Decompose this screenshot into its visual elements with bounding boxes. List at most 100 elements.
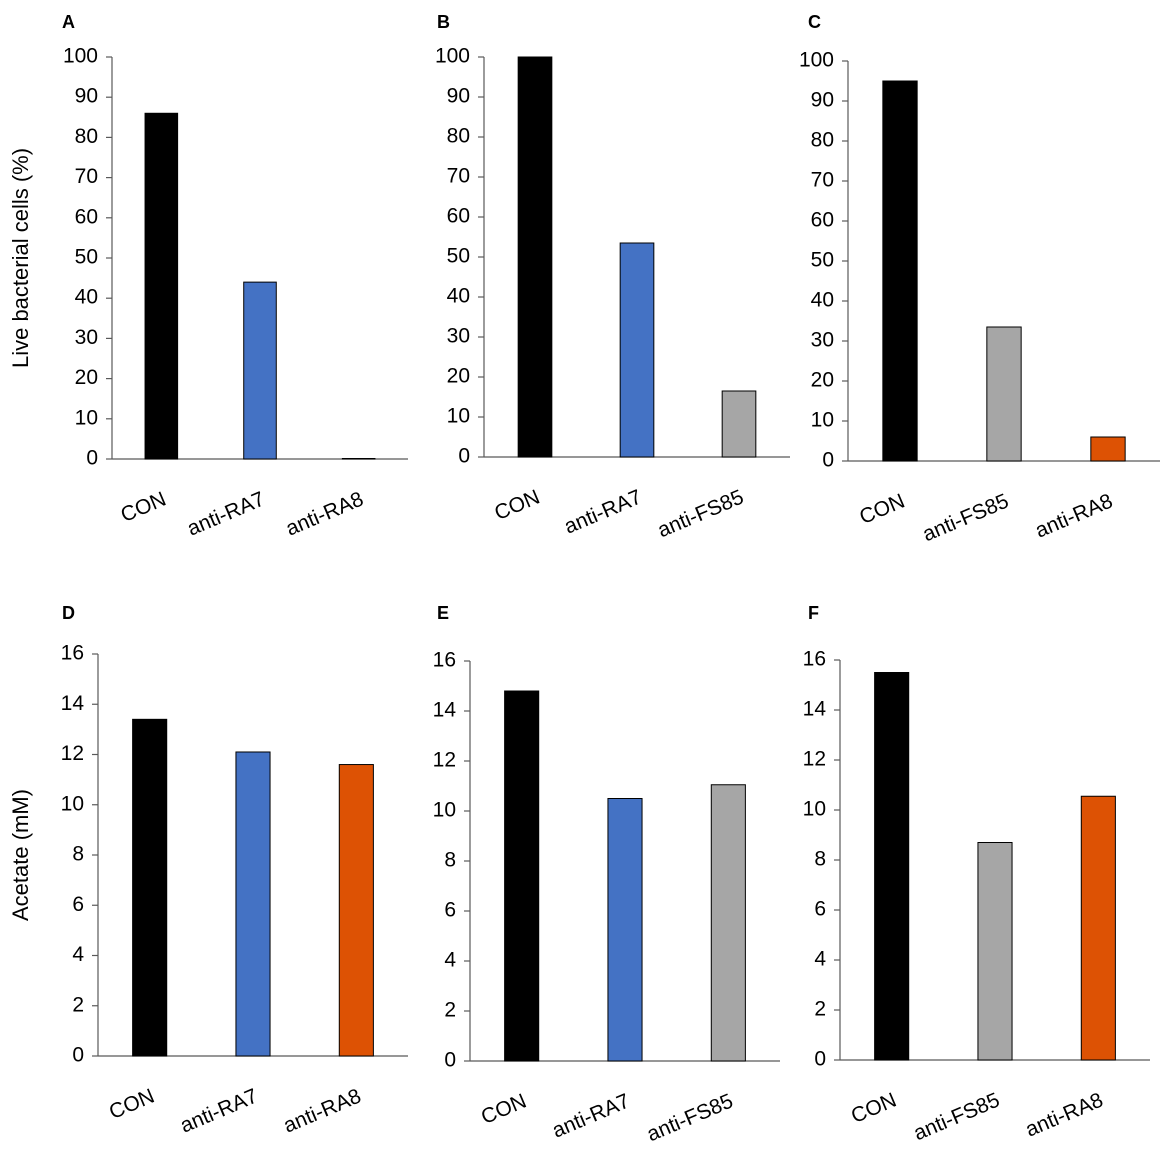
- x-category-label-b-1: anti-RA7: [561, 486, 645, 539]
- y-tick-label-f-2: 4: [814, 948, 826, 971]
- y-tick-label-b-0: 0: [458, 445, 470, 468]
- panel-label-a: A: [62, 12, 75, 32]
- y-tick-label-e-5: 10: [433, 799, 456, 822]
- y-tick-label-a-6: 60: [75, 205, 98, 228]
- x-category-label-e-1: anti-RA7: [549, 1090, 633, 1143]
- y-tick-label-f-0: 0: [814, 1048, 826, 1071]
- y-tick-label-b-6: 60: [447, 205, 470, 228]
- y-tick-label-a-0: 0: [86, 447, 98, 470]
- bar-c-con: [882, 80, 918, 462]
- y-tick-label-a-1: 10: [75, 406, 98, 429]
- x-category-label-c-0: CON: [856, 490, 908, 529]
- y-tick-label-e-3: 6: [444, 899, 456, 922]
- y-tick-label-f-7: 14: [803, 698, 827, 721]
- y-tick-label-d-6: 12: [61, 742, 84, 765]
- y-tick-label-a-10: 100: [63, 45, 98, 68]
- y-tick-label-c-4: 40: [811, 289, 834, 312]
- bar-e-con: [504, 690, 540, 1062]
- bar-a-anti-ra7: [243, 281, 277, 460]
- bar-d-anti-ra8: [338, 764, 374, 1057]
- y-tick-label-c-7: 70: [811, 169, 834, 192]
- y-tick-label-f-8: 16: [803, 648, 826, 671]
- y-tick-label-b-3: 30: [447, 325, 470, 348]
- bar-b-con: [517, 56, 553, 458]
- y-tick-label-e-2: 4: [444, 949, 456, 972]
- bar-a-anti-ra8: [341, 458, 376, 460]
- y-tick-label-c-1: 10: [811, 409, 834, 432]
- y-tick-label-a-9: 90: [75, 85, 98, 108]
- y-tick-label-d-0: 0: [72, 1044, 84, 1067]
- panel-e: E 0 2 4 6 8 10 12 14 16 CON anti-RA7 anti-FS85: [433, 603, 780, 1147]
- x-category-label-d-1: anti-RA7: [177, 1085, 261, 1138]
- x-category-label-c-1: anti-FS85: [919, 490, 1012, 547]
- y-axis-title-a: Live bacterial cells (%): [8, 148, 33, 368]
- bar-d-con: [132, 718, 168, 1057]
- y-tick-label-d-5: 10: [61, 792, 84, 815]
- bar-e-anti-ra7: [607, 798, 643, 1062]
- y-tick-label-a-3: 30: [75, 326, 98, 349]
- y-tick-label-c-2: 20: [811, 369, 834, 392]
- bar-f-anti-ra8: [1080, 795, 1116, 1061]
- x-category-label-b-2: anti-FS85: [654, 486, 747, 543]
- panel-label-c: C: [808, 12, 821, 32]
- bar-c-anti-fs85: [986, 326, 1022, 462]
- bar-c-anti-ra8: [1090, 436, 1126, 462]
- y-tick-label-d-4: 8: [72, 843, 84, 866]
- panel-label-f: F: [808, 603, 819, 623]
- x-category-label-f-2: anti-RA8: [1022, 1089, 1106, 1142]
- panel-label-e: E: [437, 603, 449, 623]
- y-tick-label-d-1: 2: [72, 993, 84, 1016]
- y-tick-label-c-6: 60: [811, 209, 834, 232]
- x-category-label-e-2: anti-FS85: [644, 1090, 737, 1147]
- bar-b-anti-fs85: [721, 390, 757, 458]
- y-tick-label-c-0: 0: [822, 449, 834, 472]
- x-category-label-a-1: anti-RA7: [184, 488, 268, 541]
- y-axis-title-d: Acetate (mM): [8, 789, 33, 921]
- y-tick-label-a-8: 80: [75, 125, 98, 148]
- x-category-label-b-0: CON: [491, 486, 543, 525]
- y-tick-label-e-1: 2: [444, 999, 456, 1022]
- y-tick-label-e-0: 0: [444, 1049, 456, 1072]
- y-tick-label-c-8: 80: [811, 129, 834, 152]
- bar-a-con: [144, 112, 179, 460]
- y-tick-label-f-6: 12: [803, 748, 826, 771]
- panel-c: C 0 10 20 30 40 50 60 70 80 90 100 CON anti-FS85 anti-…: [799, 12, 1160, 547]
- y-tick-label-e-6: 12: [433, 749, 456, 772]
- y-tick-label-c-10: 100: [799, 49, 834, 72]
- panel-label-b: B: [437, 12, 450, 32]
- y-tick-label-d-8: 16: [61, 642, 84, 665]
- y-tick-label-b-8: 80: [447, 125, 470, 148]
- y-tick-label-d-7: 14: [61, 692, 85, 715]
- y-tick-label-f-3: 6: [814, 898, 826, 921]
- y-tick-label-a-5: 50: [75, 246, 98, 269]
- y-tick-label-a-7: 70: [75, 165, 98, 188]
- y-tick-label-b-2: 20: [447, 365, 470, 388]
- panel-a: A 0 10 20 30 40 50 60 70 80 90 100 CON anti-RA7 anti-R…: [8, 12, 408, 541]
- y-tick-label-b-5: 50: [447, 245, 470, 268]
- bar-f-anti-fs85: [977, 842, 1013, 1061]
- panel-b: B 0 10 20 30 40 50 60 70 80 90 100 CON anti-RA7 anti-F…: [435, 12, 790, 543]
- y-tick-label-d-3: 6: [72, 893, 84, 916]
- panel-d: D 0 2 4 6 8 10 12 14 16 CON anti-RA7 anti-RA8 Acetate…: [8, 603, 408, 1138]
- bar-d-anti-ra7: [235, 751, 271, 1057]
- y-tick-label-d-2: 4: [72, 943, 84, 966]
- x-category-label-f-0: CON: [848, 1089, 900, 1128]
- y-tick-label-c-3: 30: [811, 329, 834, 352]
- y-tick-label-f-1: 2: [814, 998, 826, 1021]
- y-tick-label-e-4: 8: [444, 849, 456, 872]
- panel-label-d: D: [62, 603, 75, 623]
- y-tick-label-b-9: 90: [447, 85, 470, 108]
- y-tick-label-a-4: 40: [75, 286, 98, 309]
- bar-f-con: [874, 672, 910, 1061]
- x-category-label-f-1: anti-FS85: [910, 1089, 1003, 1146]
- panel-f: F 0 2 4 6 8 10 12 14 16 CON anti-FS85 anti-RA8: [803, 603, 1150, 1146]
- y-tick-label-c-5: 50: [811, 249, 834, 272]
- y-tick-label-f-4: 8: [814, 848, 826, 871]
- x-category-label-a-2: anti-RA8: [283, 488, 367, 541]
- y-tick-label-e-8: 16: [433, 649, 456, 672]
- x-category-label-d-2: anti-RA8: [280, 1085, 364, 1138]
- y-tick-label-a-2: 20: [75, 366, 98, 389]
- x-category-label-d-0: CON: [106, 1085, 158, 1124]
